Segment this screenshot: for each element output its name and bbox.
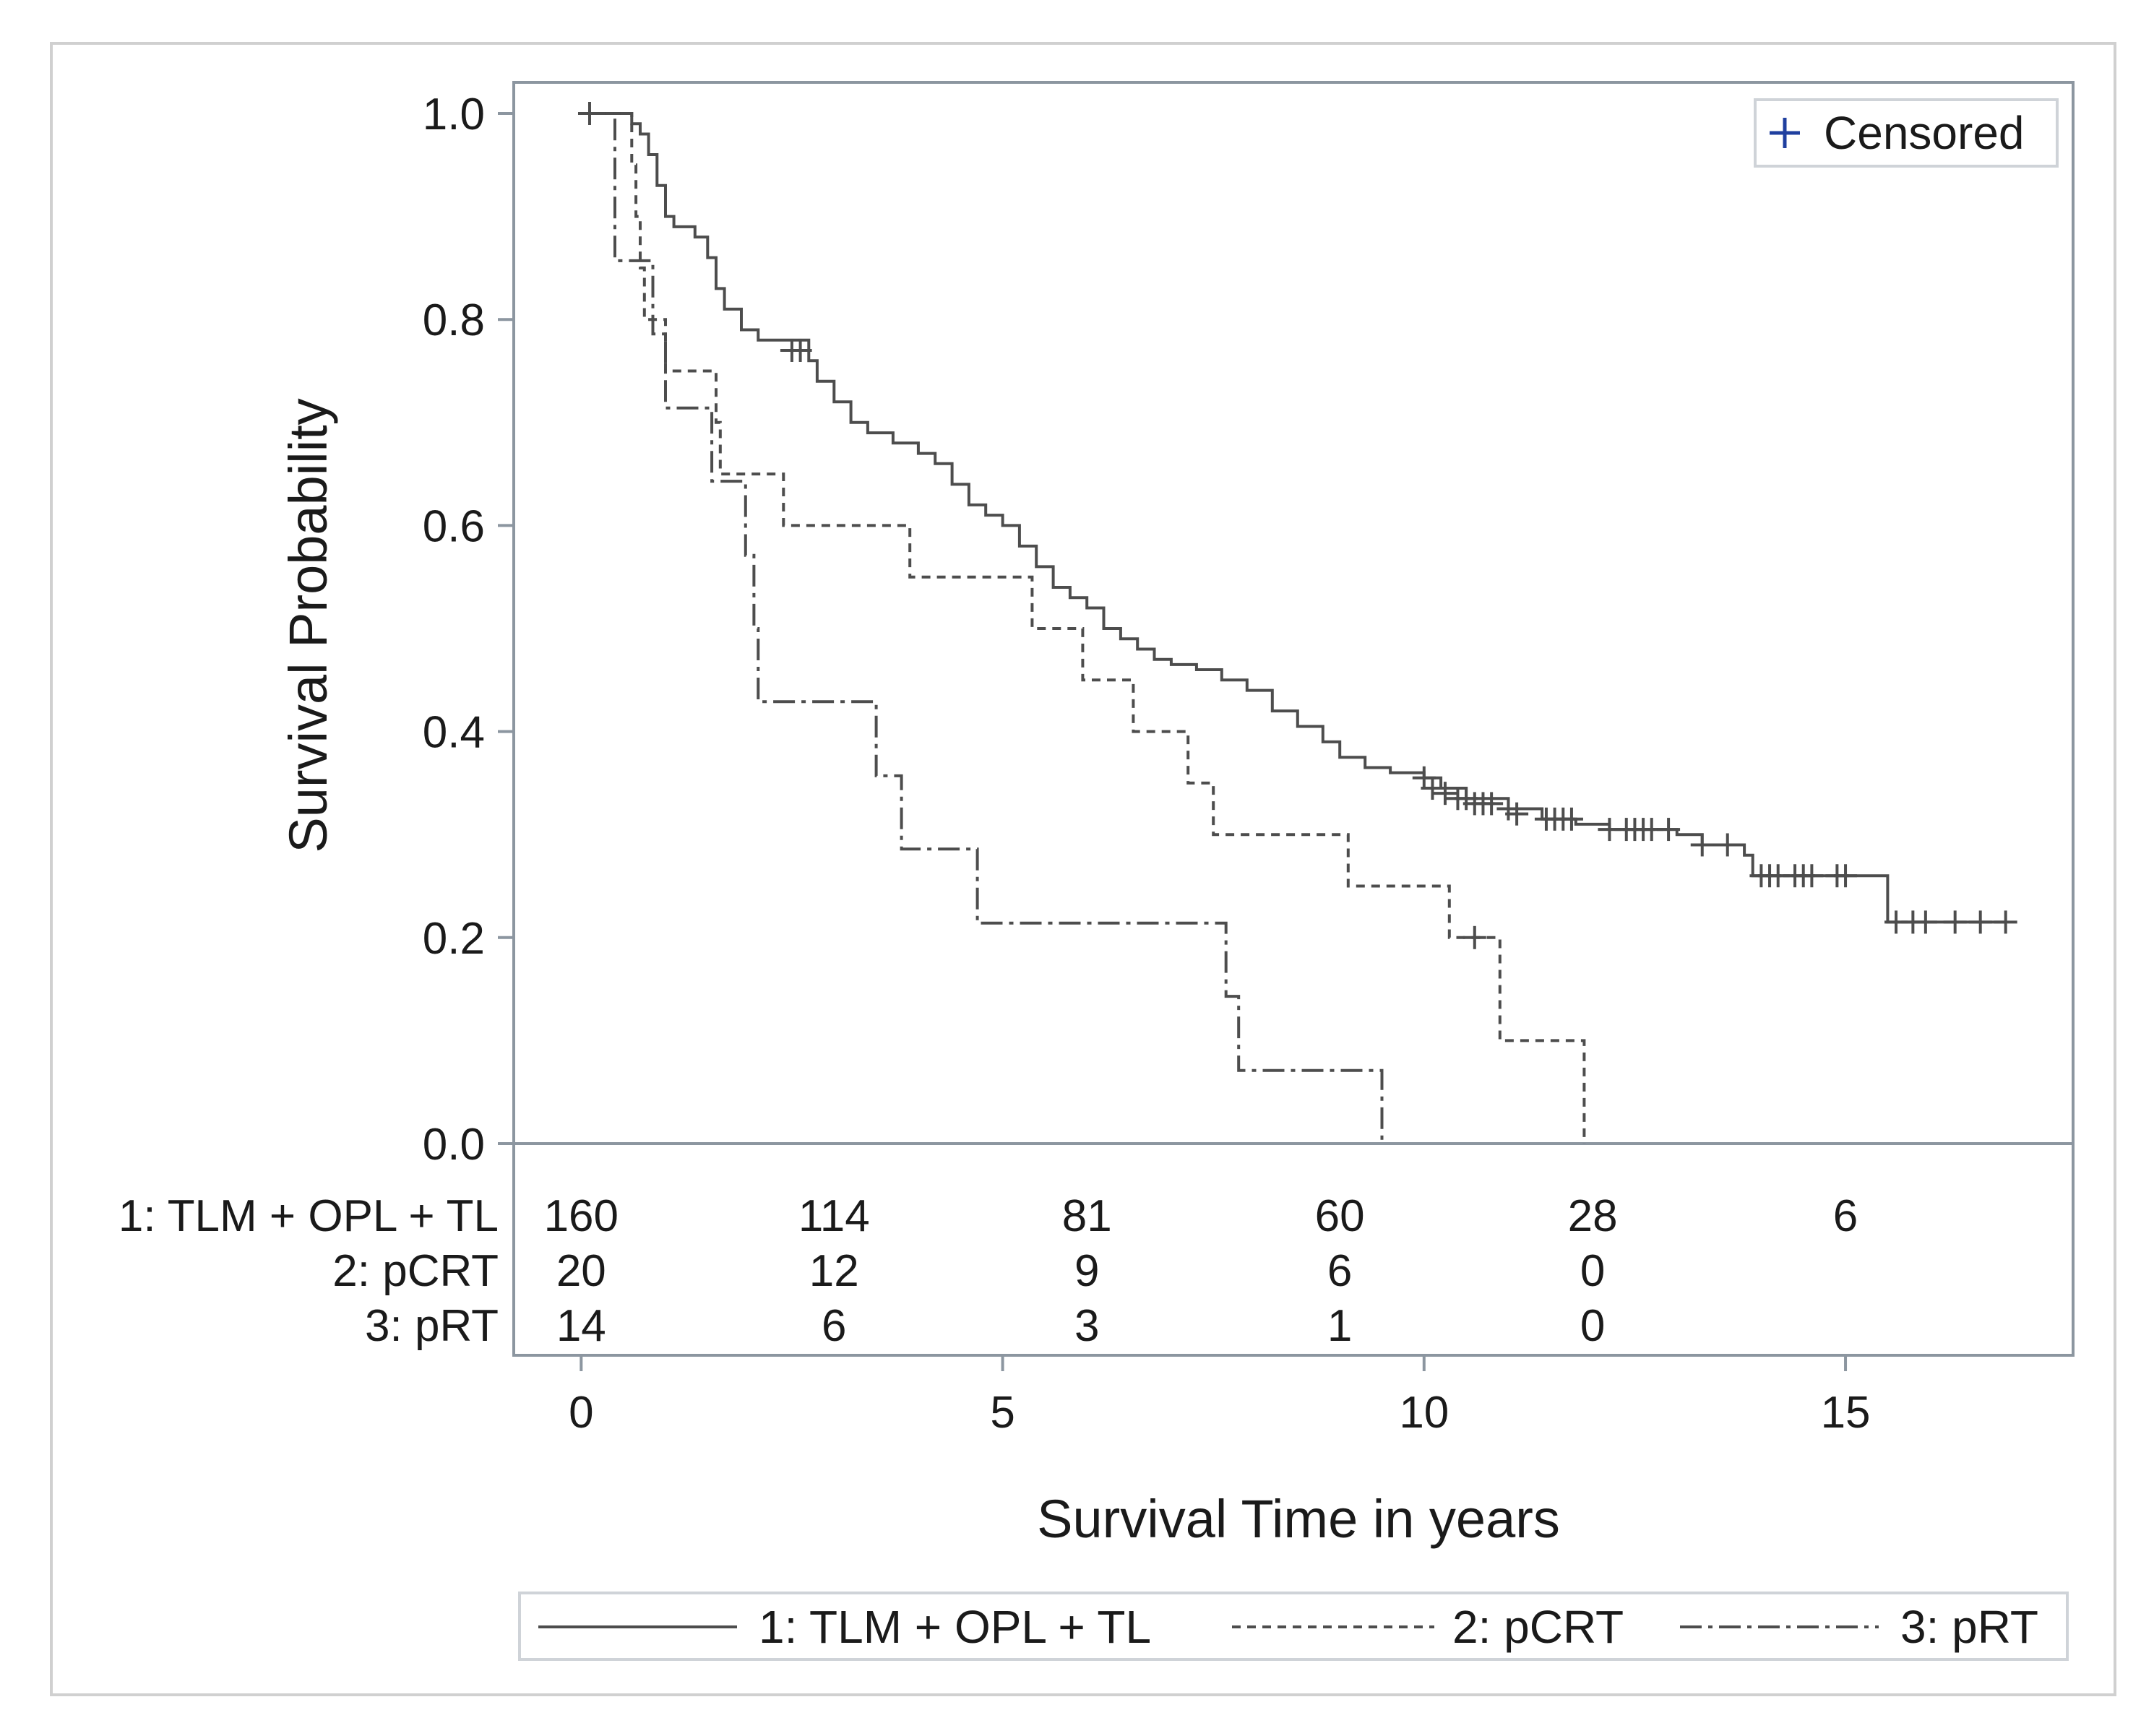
y-tick-label: 0.4	[423, 708, 485, 758]
x-axis-title: Survival Time in years	[1037, 1489, 1560, 1549]
risk-count: 0	[1580, 1301, 1605, 1351]
plot-frame	[512, 81, 2075, 1357]
censor-mark	[1657, 818, 1681, 842]
risk-count: 14	[556, 1301, 606, 1351]
legend-item: 2: pCRT	[1232, 1601, 1624, 1653]
risk-count: 28	[1568, 1191, 1618, 1241]
y-tick-label: 0.8	[423, 295, 485, 345]
series-line-3	[581, 112, 1384, 1144]
series-line-2	[581, 112, 1586, 1144]
risk-count: 160	[544, 1191, 619, 1241]
censored-legend-box	[1754, 98, 2059, 168]
y-tick-label: 0.6	[423, 501, 485, 551]
risk-row-label: 1: TLM + OPL + TL	[119, 1191, 499, 1241]
series-legend: 1: TLM + OPL + TL 2: pCRT 3: pRT	[518, 1592, 2069, 1661]
censor-mark	[1834, 864, 1858, 888]
x-axis: 0 5 10 15	[569, 1355, 1871, 1438]
y-tick-label: 1.0	[423, 90, 485, 139]
legend-item: 1: TLM + OPL + TL	[538, 1601, 1151, 1653]
risk-count: 60	[1315, 1191, 1365, 1241]
risk-count: 20	[556, 1246, 606, 1296]
censor-mark	[1505, 802, 1529, 826]
censor-mark	[1715, 833, 1739, 857]
y-tick-label: 0.2	[423, 914, 485, 964]
risk-count: 12	[809, 1246, 859, 1296]
censor-mark	[1968, 910, 1992, 934]
risk-table: 1: TLM + OPL + TL 160 114 81 60 28 62: pCRT 20 1…	[119, 1191, 1858, 1351]
censor-mark	[1943, 910, 1967, 934]
risk-count: 6	[1327, 1246, 1352, 1296]
risk-count: 81	[1062, 1191, 1112, 1241]
legend-label: 2: pCRT	[1452, 1601, 1624, 1653]
censor-mark	[1690, 833, 1714, 857]
censor-markers	[577, 102, 2017, 949]
censored-legend-label: Censored	[1824, 107, 2025, 159]
y-tick-label: 0.0	[423, 1120, 485, 1170]
legend-label: 1: TLM + OPL + TL	[759, 1601, 1151, 1653]
x-tick-label: 15	[1821, 1388, 1871, 1438]
risk-count: 3	[1074, 1301, 1099, 1351]
censor-mark	[1480, 792, 1504, 816]
censor-mark	[577, 102, 601, 125]
risk-count: 6	[1833, 1191, 1858, 1241]
censor-mark	[1421, 777, 1444, 800]
y-axis-title: Survival Probability	[278, 398, 338, 852]
censored-legend: Censored	[1754, 98, 2059, 168]
outer-border	[50, 42, 2116, 1696]
censor-mark	[1433, 782, 1457, 806]
risk-count: 1	[1327, 1301, 1352, 1351]
risk-count: 0	[1580, 1246, 1605, 1296]
y-axis: 0.0 0.2 0.4 0.6 0.8 1.0	[423, 90, 514, 1170]
risk-count: 6	[822, 1301, 846, 1351]
risk-row-label: 3: pRT	[365, 1301, 499, 1351]
x-tick-label: 0	[569, 1388, 593, 1438]
censor-mark	[788, 338, 812, 362]
censor-mark	[1913, 910, 1937, 934]
x-tick-label: 5	[990, 1388, 1014, 1438]
censored-marker-icon	[1770, 118, 1800, 148]
censor-mark	[1800, 864, 1824, 888]
risk-row-label: 2: pCRT	[332, 1246, 499, 1296]
risk-count: 9	[1074, 1246, 1099, 1296]
legend-item: 3: pRT	[1680, 1601, 2038, 1653]
censor-mark	[1994, 910, 2017, 934]
x-tick-label: 10	[1399, 1388, 1449, 1438]
legend-label: 3: pRT	[1900, 1601, 2038, 1653]
censor-mark	[1559, 807, 1583, 831]
risk-count: 114	[798, 1191, 870, 1241]
censor-mark	[1462, 925, 1486, 949]
